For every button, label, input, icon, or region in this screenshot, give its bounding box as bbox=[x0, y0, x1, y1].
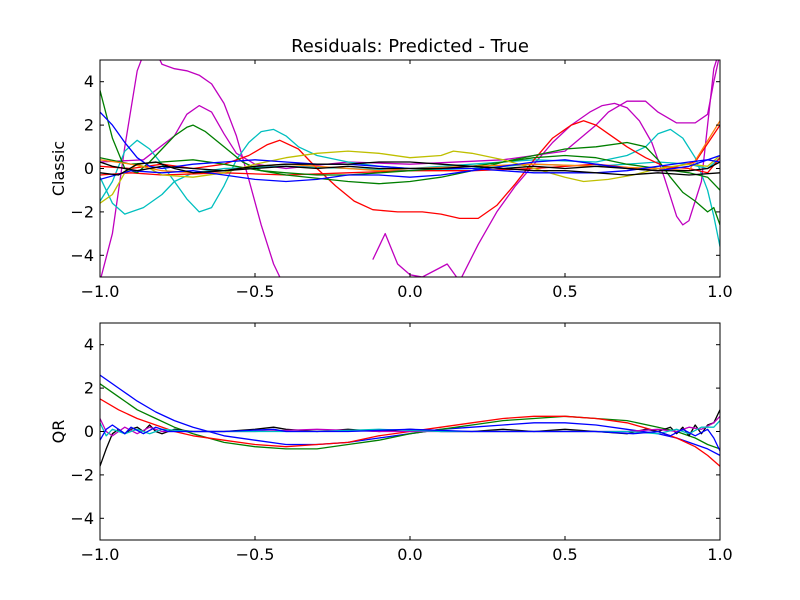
qr-x-tick-label-0: −1.0 bbox=[81, 545, 120, 564]
classic-x-tick-label-3: 0.5 bbox=[552, 282, 577, 301]
qr-x-tick-label-3: 0.5 bbox=[552, 545, 577, 564]
qr-series-group bbox=[100, 374, 720, 467]
qr-series-line-1 bbox=[100, 383, 720, 450]
classic-series-line-14 bbox=[100, 161, 720, 172]
classic-series-line-10 bbox=[100, 150, 720, 204]
classic-x-tick-label-2: 0.0 bbox=[397, 282, 422, 301]
qr-series-line-6 bbox=[100, 424, 720, 452]
qr-ticks: −1.0 −0.5 0.0 0.5 1.0 4 2 0 −2 −4 bbox=[70, 323, 733, 564]
classic-x-tick-label-0: −1.0 bbox=[81, 282, 120, 301]
qr-y-tick-label-4: −4 bbox=[70, 509, 94, 528]
classic-y-tick-label-0: 4 bbox=[84, 72, 94, 91]
classic-series-line-4 bbox=[100, 128, 720, 247]
qr-x-tick-label-1: −0.5 bbox=[236, 545, 275, 564]
qr-series-line-5 bbox=[100, 420, 720, 437]
qr-y-tick-label-0: 4 bbox=[84, 335, 94, 354]
classic-y-axis-label: Classic bbox=[49, 141, 68, 196]
classic-y-tick-label-1: 2 bbox=[84, 116, 94, 135]
classic-series-line-5 bbox=[100, 157, 720, 215]
classic-y-tick-label-3: −2 bbox=[70, 202, 94, 221]
qr-x-tick-label-2: 0.0 bbox=[397, 545, 422, 564]
classic-series-line-0 bbox=[100, 60, 281, 277]
classic-series-line-2 bbox=[461, 60, 718, 277]
qr-y-tick-label-2: 0 bbox=[84, 422, 94, 441]
qr-x-tick-label-4: 1.0 bbox=[707, 545, 732, 564]
qr-y-tick-label-3: −2 bbox=[70, 465, 94, 484]
classic-series-line-3 bbox=[100, 60, 720, 170]
classic-series-line-1 bbox=[372, 232, 458, 277]
classic-series-line-15 bbox=[100, 161, 720, 176]
qr-y-tick-label-1: 2 bbox=[84, 379, 94, 398]
classic-ticks: −1.0 −0.5 0.0 0.5 1.0 4 2 0 −2 −4 bbox=[70, 60, 733, 301]
classic-y-tick-label-2: 0 bbox=[84, 159, 94, 178]
classic-series-line-12 bbox=[100, 111, 720, 174]
chart-title: Residuals: Predicted - True bbox=[291, 36, 529, 57]
classic-series-line-6 bbox=[100, 120, 720, 220]
classic-series-line-8 bbox=[100, 90, 720, 226]
classic-x-tick-label-1: −0.5 bbox=[236, 282, 275, 301]
classic-y-tick-label-4: −4 bbox=[70, 246, 94, 265]
classic-x-tick-label-4: 1.0 bbox=[707, 282, 732, 301]
classic-panel: −1.0 −0.5 0.0 0.5 1.0 4 2 0 −2 −4 Classic bbox=[49, 59, 733, 301]
classic-series-group bbox=[100, 60, 720, 277]
qr-panel: −1.0 −0.5 0.0 0.5 1.0 4 2 0 −2 −4 QR bbox=[49, 322, 733, 564]
qr-y-axis-label: QR bbox=[49, 420, 68, 444]
